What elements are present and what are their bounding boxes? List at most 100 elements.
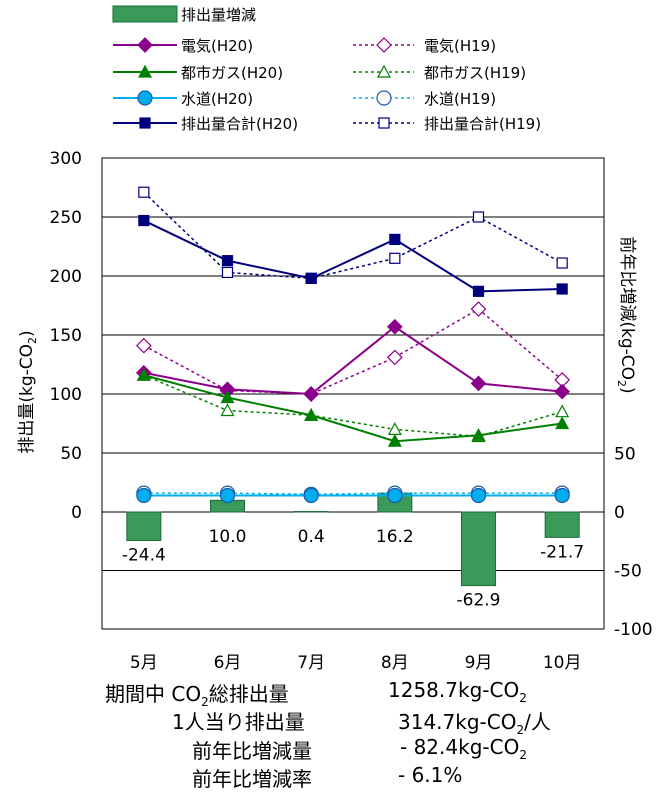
point-total-h20 bbox=[389, 233, 401, 246]
legend-marker-total-h19 bbox=[378, 117, 390, 129]
point-denki-h19 bbox=[135, 337, 152, 354]
summary-total-label: 期間中 CO2総排出量 bbox=[105, 682, 289, 709]
left-tick-label: 300 bbox=[50, 149, 82, 169]
summary-total-value: 1258.7kg-CO2 bbox=[388, 678, 527, 705]
point-total-h19 bbox=[472, 211, 485, 223]
point-gas-h19 bbox=[555, 404, 570, 418]
point-gas-h20 bbox=[471, 428, 486, 441]
summary-diff-amount-value: - 82.4kg-CO2 bbox=[400, 735, 527, 762]
point-gas-h19 bbox=[220, 403, 235, 417]
legend-marker-gas-h20 bbox=[137, 64, 153, 78]
point-total-h20 bbox=[472, 285, 485, 297]
series-line-gas-h19 bbox=[143, 374, 563, 438]
legend-marker-suido-h19 bbox=[376, 90, 392, 106]
right-tick-label: -50 bbox=[614, 562, 642, 582]
point-total-h19 bbox=[556, 257, 568, 269]
point-denki-h19 bbox=[386, 349, 403, 366]
series-line-total-h20 bbox=[143, 219, 563, 293]
point-suido-h20 bbox=[554, 487, 570, 504]
point-gas-h20 bbox=[136, 367, 151, 381]
left-axis-ticks: 0 50 100 150 200 250 300 bbox=[50, 149, 82, 523]
difference-bars bbox=[126, 492, 580, 587]
legend-bar-swatch bbox=[112, 5, 178, 23]
bar-data-label: -21.7 bbox=[540, 542, 584, 562]
point-gas-h19 bbox=[387, 422, 402, 435]
point-total-h19 bbox=[389, 252, 401, 264]
legend-label-total-h20: 排出量合計(H20) bbox=[181, 115, 298, 133]
x-tick-label: 9月 bbox=[465, 653, 493, 673]
left-tick-label: 100 bbox=[50, 385, 82, 405]
point-denki-h20 bbox=[303, 386, 320, 402]
point-total-h19 bbox=[221, 266, 234, 279]
legend-marker-gas-h19 bbox=[376, 64, 392, 78]
point-total-h20 bbox=[221, 255, 234, 267]
legend-label-total-h19: 排出量合計(H19) bbox=[424, 115, 541, 133]
legend-label-gas-h20: 都市ガス(H20) bbox=[181, 64, 283, 82]
summary-block: 期間中 CO2総排出量 1258.7kg-CO2 1人当り排出量 314.7kg… bbox=[0, 678, 657, 793]
plot-area: -24.4 10.0 0.4 16.2 -62.9 -21.7 bbox=[101, 157, 605, 630]
series-line-denki-h20 bbox=[143, 325, 563, 396]
point-suido-h20 bbox=[303, 487, 319, 504]
x-tick-label: 10月 bbox=[543, 653, 582, 673]
point-gas-h20 bbox=[387, 433, 402, 447]
x-tick-label: 6月 bbox=[214, 653, 242, 673]
point-suido-h20 bbox=[219, 487, 236, 504]
legend-marker-denki-h20 bbox=[137, 37, 153, 53]
legend-label-denki-h19: 電気(H19) bbox=[424, 37, 496, 55]
left-tick-label: 250 bbox=[50, 208, 82, 228]
x-axis-ticks: 5月 6月 7月 8月 9月 10月 bbox=[130, 653, 582, 673]
series-line-total-h19 bbox=[143, 191, 563, 280]
point-suido-h20 bbox=[470, 487, 487, 504]
legend-label-suido-h20: 水道(H20) bbox=[181, 90, 253, 108]
bar-data-label: 16.2 bbox=[376, 527, 414, 547]
point-gas-h20 bbox=[555, 416, 570, 430]
point-suido-h20 bbox=[387, 487, 403, 504]
right-axis-ticks: 50 0 -50 -100 bbox=[614, 445, 653, 641]
right-axis-label: 前年比増減(kg-CO2) bbox=[615, 236, 637, 393]
bar-labels: -24.4 10.0 0.4 16.2 -62.9 -21.7 bbox=[122, 527, 584, 611]
series-markers bbox=[135, 186, 571, 504]
difference-bar bbox=[544, 511, 580, 538]
left-tick-label: 150 bbox=[50, 326, 82, 346]
difference-bar bbox=[126, 511, 162, 542]
difference-bar bbox=[461, 511, 496, 587]
point-suido-h20 bbox=[136, 487, 152, 504]
series-line-denki-h19 bbox=[143, 308, 563, 395]
legend-label-suido-h19: 水道(H19) bbox=[424, 90, 496, 108]
point-total-h20 bbox=[556, 283, 568, 295]
legend-marker-denki-h19 bbox=[376, 37, 392, 53]
legend-marker-total-h20 bbox=[139, 117, 151, 129]
summary-diff-rate-label: 前年比増減率 bbox=[192, 767, 312, 791]
legend-label-gas-h19: 都市ガス(H19) bbox=[424, 64, 526, 82]
right-tick-label: 50 bbox=[614, 445, 636, 465]
left-tick-label: 0 bbox=[71, 503, 82, 523]
legend-bar-label: 排出量増減 bbox=[181, 6, 256, 24]
series-line-gas-h20 bbox=[143, 374, 563, 443]
point-denki-h20 bbox=[554, 383, 571, 400]
point-total-h20 bbox=[138, 214, 150, 227]
gridlines bbox=[102, 216, 604, 571]
summary-per-person-value: 314.7kg-CO2/人 bbox=[398, 710, 551, 737]
point-denki-h20 bbox=[386, 318, 403, 335]
point-total-h20 bbox=[305, 272, 317, 284]
left-tick-label: 200 bbox=[50, 267, 82, 287]
bar-data-label: -62.9 bbox=[457, 591, 501, 611]
bar-data-label: -24.4 bbox=[122, 546, 166, 566]
x-tick-label: 8月 bbox=[381, 653, 409, 673]
point-gas-h20 bbox=[304, 407, 319, 421]
bar-data-label: 0.4 bbox=[298, 527, 325, 547]
series-line-suido-h19 bbox=[143, 492, 563, 496]
x-tick-label: 7月 bbox=[297, 653, 325, 673]
summary-diff-amount-label: 前年比増減量 bbox=[192, 739, 312, 763]
point-denki-h20 bbox=[470, 375, 487, 392]
series-lines bbox=[143, 191, 563, 497]
point-gas-h20 bbox=[220, 390, 235, 404]
bar-data-label: 10.0 bbox=[209, 527, 247, 547]
point-total-h19 bbox=[138, 186, 150, 198]
legend-marker-suido-h20 bbox=[137, 90, 153, 106]
left-axis-label: 排出量(kg-CO2) bbox=[17, 330, 39, 453]
left-tick-label: 50 bbox=[60, 444, 82, 464]
right-tick-label: 0 bbox=[614, 503, 625, 523]
